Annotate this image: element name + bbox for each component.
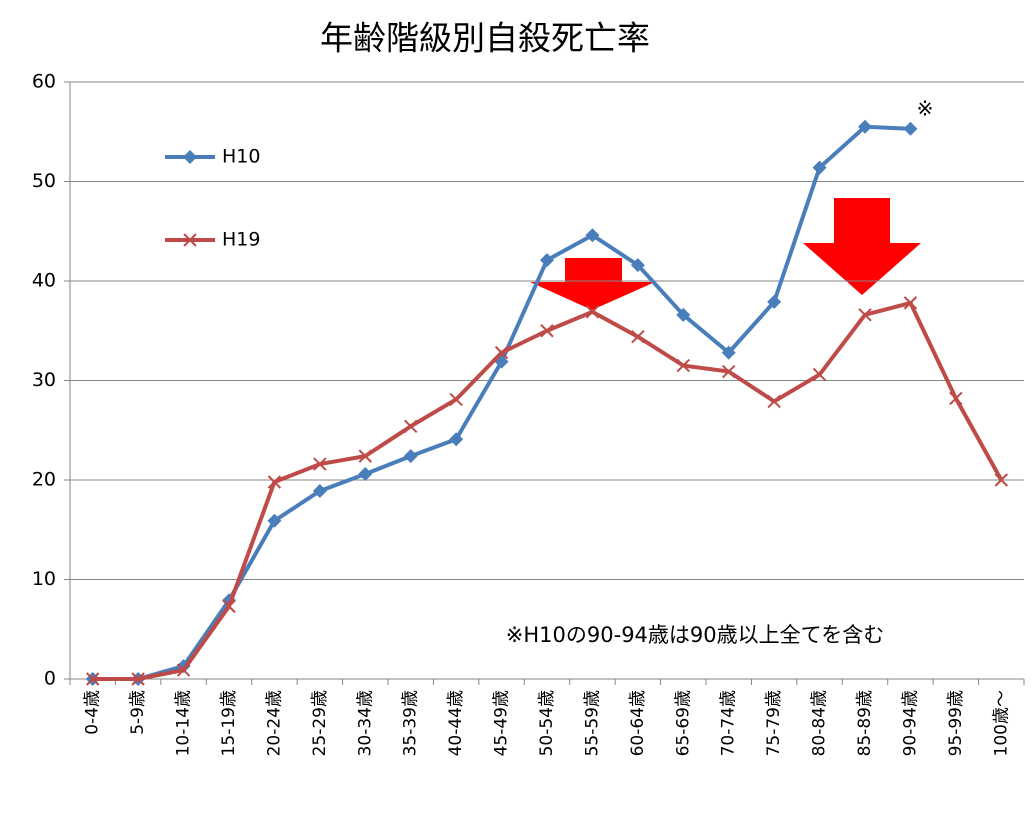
- point: [585, 305, 600, 319]
- x-tick-label: 45-49歳: [492, 690, 512, 756]
- point: [949, 391, 963, 406]
- point: [404, 419, 418, 433]
- x-tick-label: 5-9歳: [128, 690, 148, 735]
- x-tick-label: 0-4歳: [83, 690, 103, 735]
- x-tick-label: 70-74歳: [719, 690, 739, 756]
- x-tick-label: 35-39歳: [401, 690, 421, 756]
- annotation: ※H10の90-94歳は90歳以上全てを含む: [506, 623, 884, 647]
- x-tick-label: 10-14歳: [174, 690, 194, 756]
- point: [767, 394, 781, 409]
- point: [858, 308, 872, 322]
- point: [722, 364, 736, 379]
- point: [858, 119, 872, 134]
- y-tick-label: 10: [32, 568, 56, 590]
- x-tick-label: 50-54歳: [537, 690, 557, 756]
- point: [676, 358, 690, 373]
- point: [131, 672, 145, 686]
- legend-marker: [183, 150, 197, 164]
- y-tick-label: 50: [32, 170, 56, 192]
- arrow: [530, 258, 655, 310]
- point: [812, 367, 827, 382]
- y-tick-label: 20: [32, 469, 56, 491]
- x-tick-label: 90-94歳: [900, 690, 920, 756]
- point: [994, 473, 1008, 487]
- y-tick-label: 30: [32, 369, 56, 391]
- point: [222, 599, 236, 614]
- x-tick-label: 60-64歳: [628, 690, 648, 756]
- point: [449, 392, 463, 407]
- point: [676, 307, 691, 322]
- point: [267, 513, 282, 528]
- point: [312, 483, 327, 498]
- x-tick-label: 15-19歳: [219, 690, 239, 756]
- point: [631, 330, 645, 344]
- point: [767, 294, 782, 309]
- point: [403, 449, 418, 464]
- x-tick-label: 25-29歳: [310, 690, 330, 756]
- x-tick-label: 20-24歳: [264, 690, 284, 756]
- point: [86, 672, 100, 686]
- y-tick-label: 0: [44, 668, 56, 690]
- y-tick-label: 40: [32, 270, 56, 292]
- point: [313, 457, 327, 471]
- series-line: [92, 124, 911, 681]
- x-tick-label: 40-44歳: [446, 690, 466, 756]
- legend-marker: [183, 233, 197, 247]
- annotation: ※: [917, 97, 934, 121]
- point: [585, 228, 600, 243]
- x-tick-label: 65-69歳: [673, 690, 693, 756]
- x-tick-label: 95-99歳: [946, 690, 966, 756]
- point: [358, 467, 373, 482]
- x-tick-label: 75-79歳: [764, 690, 784, 756]
- point: [903, 296, 918, 310]
- chart-title: 年齢階級別自殺死亡率: [320, 19, 650, 58]
- point: [903, 121, 918, 136]
- point: [358, 449, 372, 463]
- legend-label: H19: [222, 229, 260, 251]
- legend-label: H10: [222, 146, 260, 168]
- point: [721, 345, 736, 360]
- x-tick-label: 85-89歳: [855, 690, 875, 756]
- point: [494, 345, 509, 360]
- point: [812, 160, 827, 175]
- point: [449, 432, 464, 447]
- x-tick-label: 30-34歳: [355, 690, 375, 756]
- arrow: [803, 198, 921, 295]
- point: [630, 258, 645, 273]
- x-tick-label: 80-84歳: [810, 690, 830, 756]
- point: [176, 663, 191, 677]
- x-tick-label: 55-59歳: [582, 690, 602, 756]
- point: [540, 324, 554, 338]
- x-tick-label: 100歳～: [991, 690, 1011, 756]
- y-tick-label: 60: [32, 71, 56, 93]
- point: [267, 475, 282, 489]
- point: [540, 253, 554, 268]
